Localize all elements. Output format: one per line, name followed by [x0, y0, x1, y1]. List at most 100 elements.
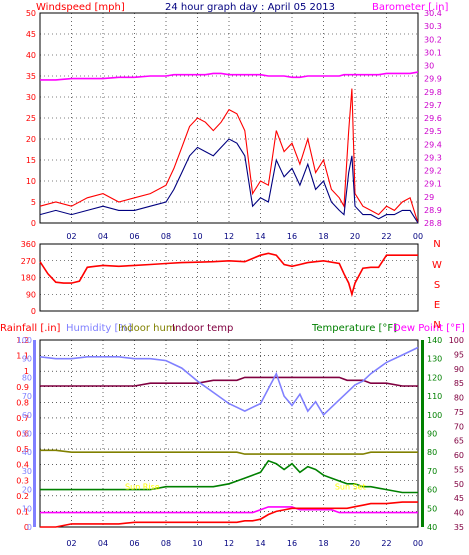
compass-letter: W [432, 260, 442, 271]
indoor-hum-label: Indoor hum [118, 323, 176, 334]
humidity-tick: 60 [22, 411, 32, 420]
humidity-tick: 0 [27, 523, 32, 532]
dewpoint-tick: 70 [454, 422, 464, 431]
humidity-tick: 100 [17, 336, 32, 345]
temperature-line [40, 459, 418, 494]
dew-point-line [40, 506, 418, 514]
time-tick: 00 [413, 539, 423, 548]
direction-tick: 180 [21, 274, 36, 283]
time-tick: 20 [350, 539, 360, 548]
dewpoint-tick: 60 [454, 451, 464, 460]
windspeed-tick: 25 [26, 114, 36, 123]
rainfall-tick: 1.2 [16, 336, 29, 345]
time-tick: 16 [287, 232, 297, 241]
barometer-axis-label: Barometer [.in] [372, 2, 448, 13]
windspeed-tick: 20 [26, 135, 36, 144]
barometer-tick: 28.9 [424, 206, 442, 215]
panel3-grid [40, 340, 418, 527]
wind-direction-line [39, 252, 418, 298]
compass-letter: N [433, 320, 440, 331]
rainfall-tick: 0 [24, 523, 29, 532]
direction-tick: 360 [21, 240, 36, 249]
indoor-temp-line [40, 376, 418, 387]
panel1-grid [40, 13, 418, 223]
rainfall-tick: 1 [24, 367, 29, 376]
dewpoint-tick: 65 [454, 437, 464, 446]
barometer-tick: 30 [424, 62, 434, 71]
barometer-tick: 30.2 [424, 35, 442, 44]
temperature-axis-bar [421, 340, 424, 527]
time-tick: 20 [350, 232, 360, 241]
temperature-tick: 80 [427, 448, 437, 457]
barometer-tick: 30.3 [424, 22, 442, 31]
barometer-tick: 29.3 [424, 153, 442, 162]
temperature-tick: 110 [427, 392, 442, 401]
humidity-line [39, 346, 419, 417]
dewpoint-tick: 90 [454, 365, 464, 374]
time-tick: 02 [66, 232, 76, 241]
time-tick: 14 [255, 232, 265, 241]
time-tick: 12 [224, 232, 234, 241]
rainfall-tick: 0.8 [16, 398, 29, 407]
time-tick: 22 [381, 232, 391, 241]
dewpoint-tick: 95 [454, 350, 464, 359]
humidity-tick: 40 [22, 448, 32, 457]
dewpoint-tick: 50 [454, 480, 464, 489]
time-tick: 08 [161, 539, 171, 548]
time-tick: 00 [413, 232, 423, 241]
time-tick: 04 [98, 232, 108, 241]
time-tick: 16 [287, 539, 297, 548]
dewpoint-tick: 80 [454, 394, 464, 403]
time-tick: 10 [192, 232, 202, 241]
dewpoint-tick: 35 [454, 523, 464, 532]
windspeed-tick: 5 [31, 198, 36, 207]
wind-gust-line [39, 88, 419, 224]
humidity-tick: 90 [22, 355, 32, 364]
barometer-line [40, 71, 419, 81]
compass-letter: N [433, 239, 440, 250]
humidity-tick: 30 [22, 467, 32, 476]
barometer-tick: 29.9 [424, 75, 442, 84]
time-tick: 22 [381, 539, 391, 548]
compass-letter: E [434, 300, 440, 311]
rainfall-line [40, 501, 418, 528]
wind-average-line [39, 138, 419, 224]
windspeed-tick: 15 [26, 156, 36, 165]
sun-annotation: Sun Set [335, 483, 366, 492]
temperature-tick: 120 [427, 373, 442, 382]
barometer-tick: 29.6 [424, 114, 442, 123]
humidity-tick: 70 [22, 392, 32, 401]
time-tick: 12 [224, 539, 234, 548]
time-tick: 18 [318, 539, 328, 548]
temperature-tick: 130 [427, 355, 442, 364]
temperature-tick: 60 [427, 486, 437, 495]
direction-tick: 90 [26, 290, 36, 299]
barometer-tick: 30.4 [424, 9, 442, 18]
dewpoint-tick: 75 [454, 408, 464, 417]
humidity-axis-bar [33, 340, 36, 527]
rainfall-tick: 1.1 [16, 352, 29, 361]
time-tick: 04 [98, 539, 108, 548]
time-tick: 06 [129, 539, 139, 548]
humidity-tick: 80 [22, 373, 32, 382]
barometer-tick: 29.1 [424, 180, 442, 189]
barometer-tick: 29.4 [424, 140, 442, 149]
barometer-tick: 29.8 [424, 88, 442, 97]
rainfall-tick: 0.4 [16, 461, 29, 470]
temperature-tick: 90 [427, 430, 437, 439]
windspeed-tick: 40 [26, 51, 36, 60]
humidity-tick: 20 [22, 486, 32, 495]
temperature-tick: 100 [427, 411, 442, 420]
barometer-tick: 29.7 [424, 101, 442, 110]
barometer-tick: 29 [424, 193, 434, 202]
windspeed-tick: 35 [26, 72, 36, 81]
windspeed-tick: 10 [26, 177, 36, 186]
time-tick: 02 [66, 539, 76, 548]
dewpoint-axis-label: Dew Point [°F] [393, 323, 465, 334]
windspeed-axis-label: Windspeed [mph] [36, 2, 125, 13]
temperature-tick: 50 [427, 504, 437, 513]
time-tick: 14 [255, 539, 265, 548]
rainfall-tick: 0.2 [16, 492, 29, 501]
windspeed-tick: 0 [31, 219, 36, 228]
